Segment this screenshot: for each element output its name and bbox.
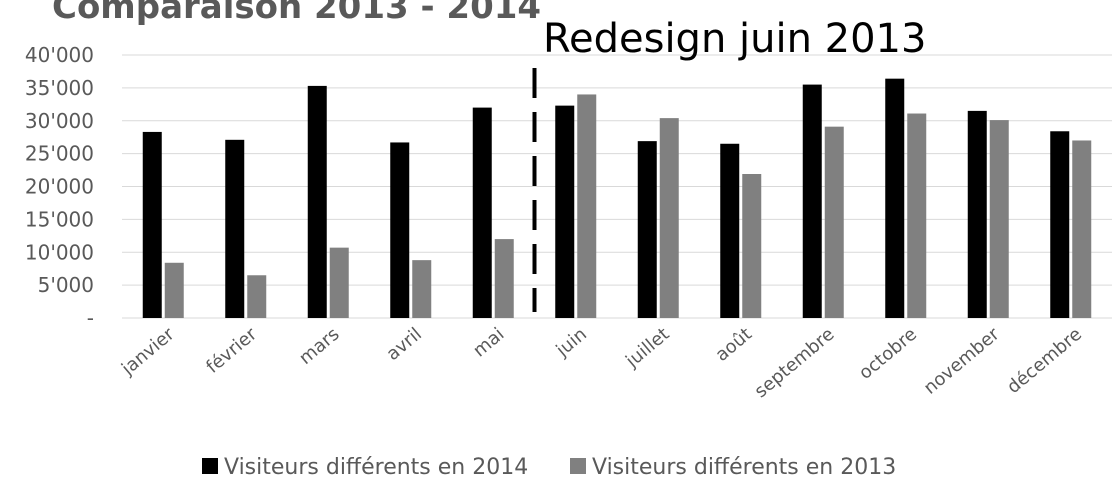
y-tick-label: 20'000 [25,175,94,199]
bar-2013-mars [329,247,349,318]
bar-2014-mars [307,85,327,318]
bar-2014-février [225,139,245,318]
bar-2013-juillet [659,118,679,319]
bar-2013-juin [577,94,597,318]
bar-2014-avril [390,142,410,318]
bar-2013-août [742,174,762,318]
chart-title: Comparaison 2013 - 2014 [52,0,541,27]
bar-2014-octobre [885,78,905,318]
legend-item-2013: Visiteurs différents en 2013 [570,455,896,480]
bar-2013-janvier [164,262,184,318]
x-tick-label: février [202,323,261,377]
bar-2014-septembre [802,84,822,319]
redesign-annotation: Redesign juin 2013 [543,16,926,62]
y-tick-label: 40'000 [25,43,94,67]
bars [142,78,1092,319]
bar-2014-juillet [637,141,657,318]
bar-2014-août [720,143,740,318]
y-tick-label: 5'000 [38,273,94,297]
y-tick-label: 25'000 [25,142,94,166]
x-axis: janvier février mars avril mai juin juillet aoû… [117,323,1086,402]
y-tick-label: - [87,306,94,330]
bar-2014-janvier [142,131,162,318]
legend-label: Visiteurs différents en 2013 [592,455,896,480]
bar-2014-juin [555,105,575,318]
legend: Visiteurs différents en 2014 Visiteurs di… [202,455,896,480]
bar-2013-november [989,120,1009,318]
y-axis: - 5'000 10'000 15'000 20'000 25'000 30'000 35'0… [25,43,94,330]
bar-2014-mai [472,107,492,318]
bar-2013-octobre [907,113,927,318]
legend-item-2014: Visiteurs différents en 2014 [202,455,528,480]
x-tick-label: mars [295,324,343,369]
x-tick-label: juillet [621,324,673,373]
x-tick-label: août [711,324,756,366]
bar-2013-mai [494,239,514,318]
x-tick-label: octobre [855,324,921,384]
x-tick-label: mai [469,324,508,362]
bar-2013-septembre [824,126,844,318]
bar-2014-november [967,110,987,318]
x-tick-label: janvier [117,323,179,380]
bar-2013-février [247,275,267,318]
bar-2013-avril [412,260,432,318]
y-tick-label: 30'000 [25,109,94,133]
y-tick-label: 35'000 [25,76,94,100]
legend-label: Visiteurs différents en 2014 [224,455,528,480]
x-tick-label: septembre [751,324,839,402]
y-tick-label: 10'000 [25,240,94,264]
gridlines [122,54,1112,319]
x-tick-label: décembre [1003,324,1086,398]
x-tick-label: avril [383,324,426,365]
x-tick-label: november [920,323,1004,398]
legend-swatch-2013 [570,458,586,474]
bar-2014-décembre [1050,131,1070,318]
bar-2013-décembre [1072,140,1092,318]
x-tick-label: juin [552,324,591,362]
y-tick-label: 15'000 [25,207,94,231]
legend-swatch-2014 [202,458,218,474]
